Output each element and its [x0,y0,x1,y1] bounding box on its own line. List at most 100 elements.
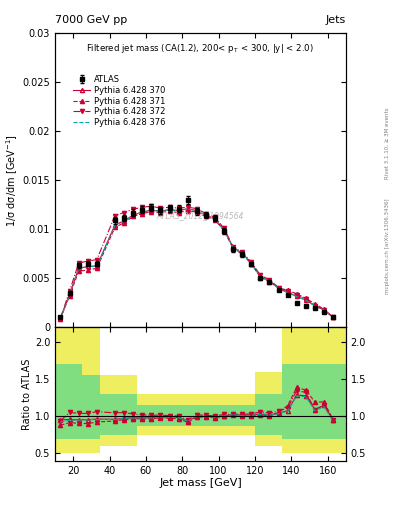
Text: mcplots.cern.ch [arXiv:1306.3436]: mcplots.cern.ch [arXiv:1306.3436] [385,198,390,293]
Pythia 6.428 370 [276,285,281,291]
Pythia 6.428 376 [167,207,172,213]
Text: Filtered jet mass (CA(1.2), 200< p$_\mathrm{T}$ < 300, |y| < 2.0): Filtered jet mass (CA(1.2), 200< p$_\mat… [86,42,314,55]
Pythia 6.428 371 [276,285,281,291]
Pythia 6.428 371 [176,209,181,216]
Pythia 6.428 370 [85,263,90,269]
Pythia 6.428 372 [85,258,90,264]
Pythia 6.428 371 [149,208,154,215]
Pythia 6.428 371 [322,306,327,312]
Pythia 6.428 376 [331,314,336,321]
Pythia 6.428 371 [158,209,163,216]
Pythia 6.428 376 [140,209,145,215]
Pythia 6.428 372 [303,296,308,302]
Pythia 6.428 371 [267,279,272,285]
Pythia 6.428 371 [122,220,127,226]
Pythia 6.428 376 [176,208,181,214]
Pythia 6.428 376 [285,290,290,296]
Y-axis label: 1/σ dσ/dm [GeV$^{-1}$]: 1/σ dσ/dm [GeV$^{-1}$] [4,134,20,227]
Pythia 6.428 376 [195,208,199,214]
Pythia 6.428 370 [158,208,163,214]
Line: Pythia 6.428 371: Pythia 6.428 371 [59,208,335,321]
Pythia 6.428 372 [240,249,244,255]
Pythia 6.428 376 [276,286,281,292]
Pythia 6.428 372 [258,272,263,279]
Pythia 6.428 370 [167,206,172,212]
Pythia 6.428 372 [140,204,145,210]
Pythia 6.428 371 [140,210,145,217]
Pythia 6.428 371 [222,228,226,234]
Pythia 6.428 370 [258,274,263,280]
Pythia 6.428 370 [94,263,99,269]
Pythia 6.428 372 [113,212,118,219]
Pythia 6.428 376 [185,206,190,212]
Pythia 6.428 372 [76,260,81,266]
Pythia 6.428 370 [204,212,208,218]
Pythia 6.428 376 [158,208,163,215]
Pythia 6.428 372 [213,215,217,221]
Pythia 6.428 376 [113,222,118,228]
Pythia 6.428 376 [204,212,208,219]
Pythia 6.428 370 [58,315,63,321]
Y-axis label: Ratio to ATLAS: Ratio to ATLAS [22,358,32,430]
Pythia 6.428 371 [67,293,72,299]
Pythia 6.428 370 [67,291,72,297]
Pythia 6.428 371 [258,274,263,280]
Pythia 6.428 376 [213,216,217,222]
Pythia 6.428 371 [85,267,90,273]
Pythia 6.428 371 [240,251,244,258]
Pythia 6.428 370 [176,207,181,214]
Pythia 6.428 371 [131,214,136,220]
Line: Pythia 6.428 376: Pythia 6.428 376 [61,209,333,318]
Pythia 6.428 376 [67,292,72,298]
Pythia 6.428 372 [185,204,190,210]
Pythia 6.428 370 [331,314,336,321]
Pythia 6.428 370 [113,222,118,228]
Pythia 6.428 371 [94,265,99,271]
Pythia 6.428 371 [294,291,299,297]
Pythia 6.428 370 [185,206,190,212]
Pythia 6.428 372 [276,285,281,291]
Text: ATLAS_2012_I1094564: ATLAS_2012_I1094564 [157,211,244,220]
Pythia 6.428 370 [267,278,272,284]
Pythia 6.428 370 [149,207,154,213]
Pythia 6.428 371 [303,295,308,302]
Pythia 6.428 371 [231,245,235,251]
Pythia 6.428 370 [76,265,81,271]
Pythia 6.428 376 [240,250,244,257]
Pythia 6.428 376 [58,315,63,321]
Pythia 6.428 371 [113,224,118,230]
Pythia 6.428 372 [94,257,99,263]
Pythia 6.428 370 [312,303,317,309]
Pythia 6.428 376 [149,207,154,214]
Pythia 6.428 376 [322,307,327,313]
Pythia 6.428 376 [231,245,235,251]
Pythia 6.428 372 [67,288,72,294]
Pythia 6.428 371 [204,214,208,220]
Pythia 6.428 372 [149,203,154,209]
Pythia 6.428 371 [312,301,317,307]
Text: Rivet 3.1.10, ≥ 3M events: Rivet 3.1.10, ≥ 3M events [385,108,390,179]
Pythia 6.428 370 [131,212,136,218]
X-axis label: Jet mass [GeV]: Jet mass [GeV] [159,478,242,488]
Pythia 6.428 372 [167,204,172,210]
Pythia 6.428 371 [195,209,199,215]
Pythia 6.428 370 [294,293,299,300]
Pythia 6.428 376 [131,212,136,219]
Pythia 6.428 376 [76,266,81,272]
Pythia 6.428 372 [249,259,254,265]
Pythia 6.428 376 [267,278,272,284]
Pythia 6.428 372 [267,276,272,283]
Pythia 6.428 376 [249,260,254,266]
Pythia 6.428 376 [122,218,127,224]
Line: Pythia 6.428 372: Pythia 6.428 372 [59,204,335,320]
Pythia 6.428 372 [176,205,181,211]
Pythia 6.428 370 [240,250,244,257]
Pythia 6.428 371 [285,287,290,293]
Pythia 6.428 372 [312,303,317,309]
Pythia 6.428 370 [222,227,226,233]
Pythia 6.428 372 [195,206,199,212]
Pythia 6.428 370 [285,289,290,295]
Pythia 6.428 376 [85,264,90,270]
Pythia 6.428 371 [331,314,336,321]
Pythia 6.428 371 [185,207,190,214]
